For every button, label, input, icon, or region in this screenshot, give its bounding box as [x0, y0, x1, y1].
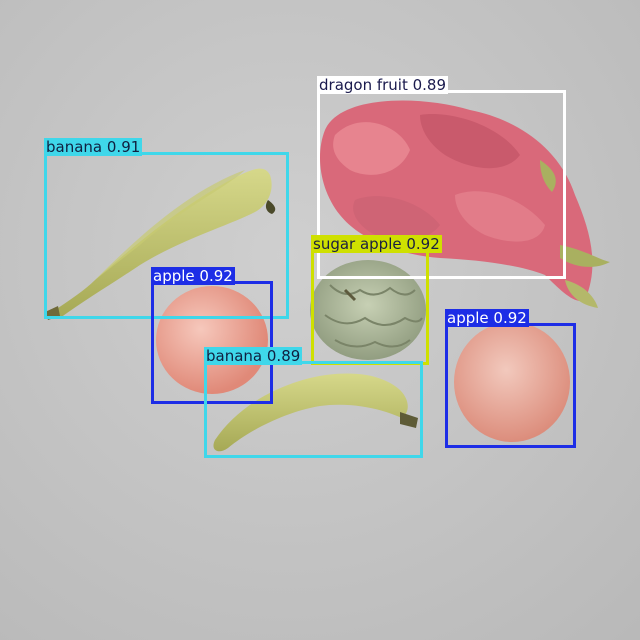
apple-left: [156, 286, 268, 394]
detection-label-apple-right: apple 0.92: [445, 309, 529, 327]
detection-label-sugar-apple: sugar apple 0.92: [311, 235, 442, 253]
detection-label-apple-left: apple 0.92: [151, 267, 235, 285]
detection-box-banana-large: banana 0.91: [44, 138, 289, 319]
sugar-apple: [310, 260, 426, 360]
detection-box-dragon-fruit: dragon fruit 0.89: [317, 76, 566, 279]
detection-label-banana-small: banana 0.89: [204, 347, 303, 365]
detection-box-apple-right: apple 0.92: [445, 309, 576, 448]
apple-right: [454, 322, 570, 442]
detection-box-apple-left: apple 0.92: [151, 267, 273, 404]
detection-label-banana-large: banana 0.91: [44, 138, 143, 156]
banana-small: [213, 373, 418, 452]
dragon-fruit: [320, 100, 610, 308]
detection-label-dragon-fruit: dragon fruit 0.89: [317, 76, 449, 94]
detection-box-sugar-apple: sugar apple 0.92: [311, 235, 442, 365]
detection-box-banana-small: banana 0.89: [204, 347, 423, 458]
